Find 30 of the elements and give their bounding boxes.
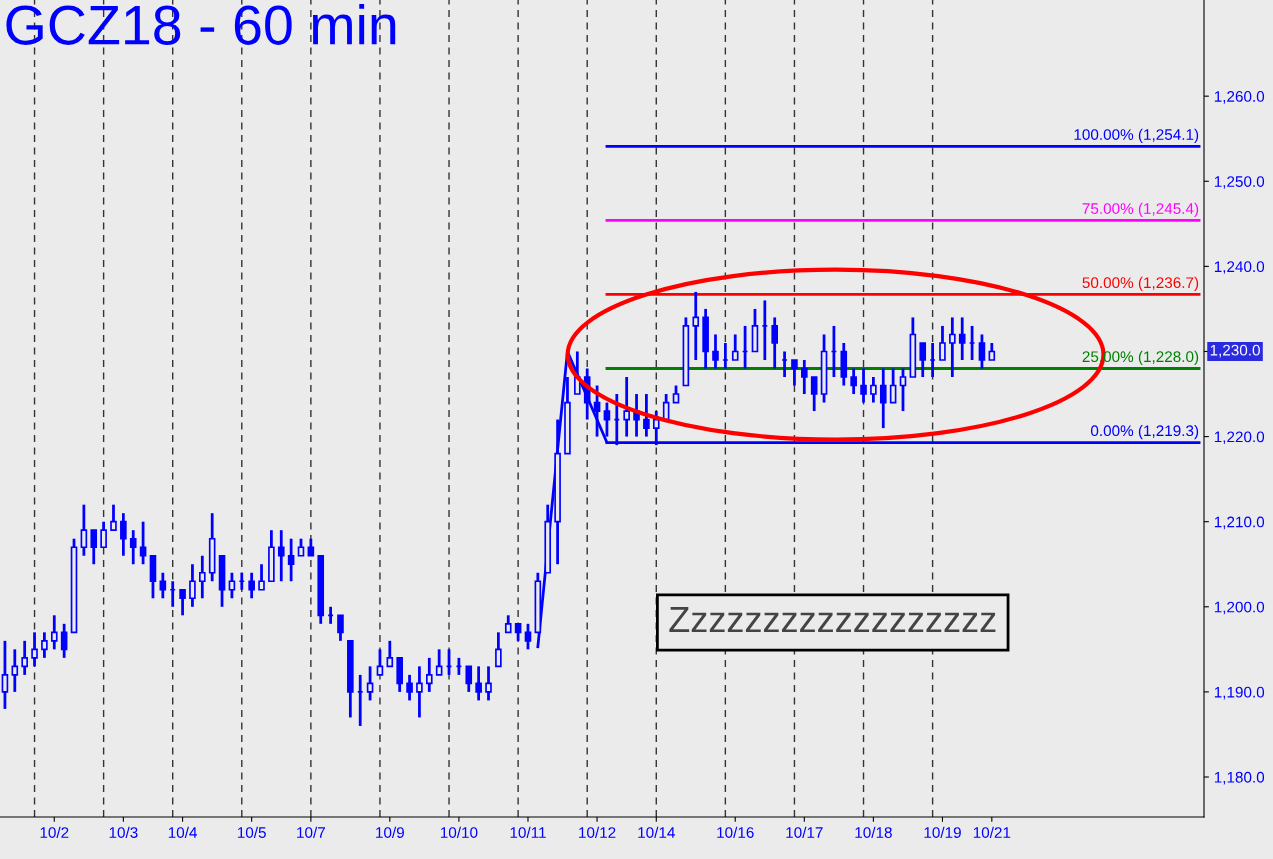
x-tick-label: 10/21 [973, 826, 1011, 838]
series-label: 50.00% (1,236.7) [1082, 276, 1199, 292]
x-tick-label: 10/5 [237, 826, 266, 838]
y-tick-label: 1,180.0 [1214, 771, 1265, 785]
x-tick-label: 10/3 [109, 826, 138, 838]
series-label: 75.00% (1,245.4) [1082, 202, 1199, 218]
y-tick-label: 1,210.0 [1214, 516, 1265, 530]
x-tick-label: 10/12 [579, 826, 616, 838]
y-tick-label: 1,220.0 [1214, 431, 1265, 445]
x-tick-label: 10/4 [168, 826, 197, 838]
x-tick-label: 10/10 [440, 826, 478, 838]
y-tick-label: 1,200.0 [1214, 601, 1265, 615]
series-label: 0.00% (1,219.3) [1090, 424, 1199, 440]
x-tick-label: 10/18 [855, 826, 892, 838]
x-tick-label: 10/19 [924, 826, 961, 838]
annotation: Zzzzzzzzzzzzzzzzzz [669, 607, 996, 632]
y-tick-label: 1,190.0 [1214, 686, 1265, 700]
x-tick-label: 10/9 [376, 826, 404, 838]
x-tick-label: 10/2 [40, 826, 69, 838]
x-tick-label: 10/14 [638, 826, 675, 838]
chart-title: GCZ18 - 60 min [6, 4, 396, 45]
x-tick-label: 10/7 [297, 826, 325, 838]
x-tick-label: 10/16 [717, 826, 754, 838]
y-tick-label: 1,240.0 [1214, 261, 1265, 274]
y-tick-label: 1,260.0 [1214, 91, 1265, 104]
x-tick-label: 10/11 [510, 826, 546, 838]
text: 1,230.0 [1210, 344, 1260, 358]
x-tick-label: 10/17 [786, 826, 823, 838]
series-label: 100.00% (1,254.1) [1074, 128, 1199, 143]
y-tick-label: 1,250.0 [1214, 176, 1265, 189]
